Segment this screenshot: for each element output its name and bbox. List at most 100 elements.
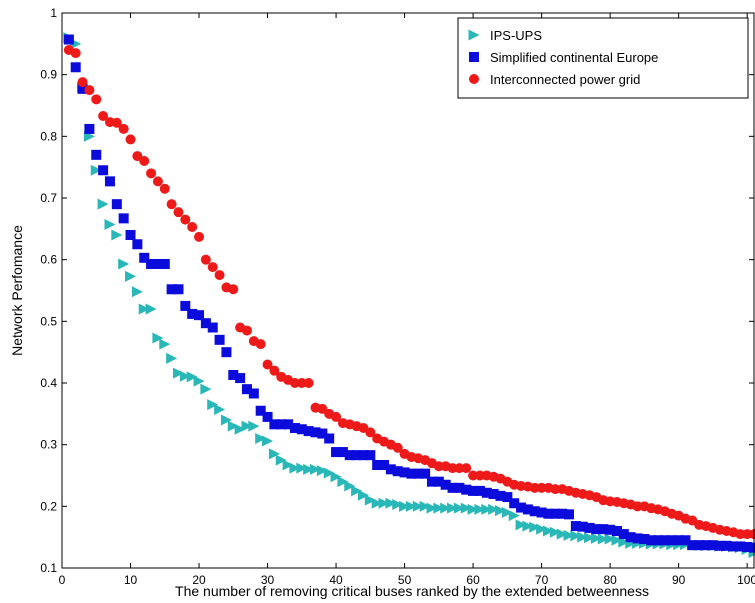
legend-label: Simplified continental Europe: [490, 50, 658, 65]
data-point: [412, 500, 424, 512]
data-point: [200, 383, 212, 395]
data-point: [564, 509, 575, 520]
data-point: [680, 535, 691, 546]
y-tick-label: 0.5: [40, 314, 57, 328]
data-point: [454, 482, 465, 493]
data-point: [357, 489, 369, 501]
data-point: [77, 77, 88, 88]
data-point: [146, 168, 157, 179]
data-point: [63, 34, 74, 45]
data-point: [550, 508, 561, 519]
data-point: [180, 214, 191, 225]
data-point: [735, 541, 746, 552]
y-axis-label: Network Perfomance: [9, 225, 25, 356]
data-point: [90, 164, 102, 176]
data-point: [502, 492, 513, 503]
data-point: [536, 523, 548, 535]
y-tick-label: 0.2: [40, 499, 57, 513]
data-point: [742, 542, 753, 553]
data-point: [296, 462, 308, 474]
data-point: [468, 485, 479, 496]
data-point: [159, 258, 170, 269]
data-point: [289, 423, 300, 434]
data-point: [460, 502, 472, 514]
y-tick-label: 0.6: [40, 253, 57, 267]
data-point: [468, 470, 479, 481]
data-point: [194, 310, 205, 321]
data-point: [139, 156, 150, 166]
x-tick-label: 60: [466, 573, 480, 587]
data-point: [522, 504, 533, 515]
data-point: [228, 369, 239, 380]
y-tick-label: 0.1: [40, 561, 57, 575]
data-point: [179, 370, 191, 382]
x-tick-label: 40: [329, 573, 343, 587]
data-point: [173, 207, 184, 218]
data-point: [714, 540, 725, 551]
data-point: [180, 300, 191, 311]
data-point: [351, 485, 363, 497]
data-point: [522, 520, 534, 532]
data-point: [625, 532, 636, 543]
data-point: [145, 303, 157, 315]
data-point: [461, 484, 472, 495]
data-point: [111, 117, 122, 128]
data-point: [365, 450, 376, 461]
data-point: [241, 325, 252, 336]
x-tick-label: 10: [124, 573, 138, 587]
y-tick-label: 0.3: [40, 438, 57, 452]
data-point: [536, 507, 547, 518]
data-point: [97, 198, 109, 210]
data-point: [474, 470, 485, 481]
data-point: [694, 540, 705, 551]
data-point: [481, 503, 493, 515]
data-point: [276, 419, 287, 430]
data-point: [570, 530, 582, 542]
data-point: [77, 83, 88, 94]
legend-marker: [469, 74, 479, 84]
data-point: [207, 399, 219, 411]
data-point: [317, 428, 328, 439]
data-point: [330, 471, 342, 483]
data-point: [494, 505, 506, 517]
data-point: [84, 85, 95, 96]
data-point: [611, 534, 623, 546]
data-point: [200, 318, 211, 329]
data-point: [385, 497, 397, 509]
series-2: [63, 34, 755, 553]
data-point: [248, 420, 260, 432]
data-point: [639, 534, 650, 545]
data-point: [91, 94, 102, 105]
data-point: [255, 433, 267, 444]
data-point: [461, 463, 472, 474]
plot-frame: [61, 12, 755, 569]
data-point: [200, 254, 211, 265]
data-point: [405, 500, 417, 512]
data-point: [604, 533, 616, 545]
data-point: [597, 533, 609, 545]
legend-item-3: Interconnected power grid: [469, 72, 640, 87]
data-point: [303, 378, 314, 388]
x-axis-label: The number of removing critical buses ra…: [175, 583, 649, 599]
data-point: [632, 501, 643, 512]
legend-marker: [469, 52, 479, 62]
data-point: [262, 359, 273, 370]
data-point: [269, 419, 280, 430]
data-point: [467, 503, 479, 515]
data-point: [255, 339, 266, 350]
data-point: [371, 497, 383, 509]
data-point: [303, 426, 314, 437]
data-point: [187, 221, 198, 232]
data-point: [406, 468, 417, 479]
data-point: [447, 482, 458, 493]
data-point: [433, 476, 444, 487]
data-point: [131, 286, 143, 298]
data-point: [440, 479, 451, 490]
data-point: [296, 424, 307, 435]
data-point: [591, 524, 602, 535]
data-point: [605, 524, 616, 535]
data-point: [118, 258, 130, 270]
data-point: [516, 502, 527, 513]
data-point: [289, 462, 301, 474]
data-point: [433, 502, 445, 514]
